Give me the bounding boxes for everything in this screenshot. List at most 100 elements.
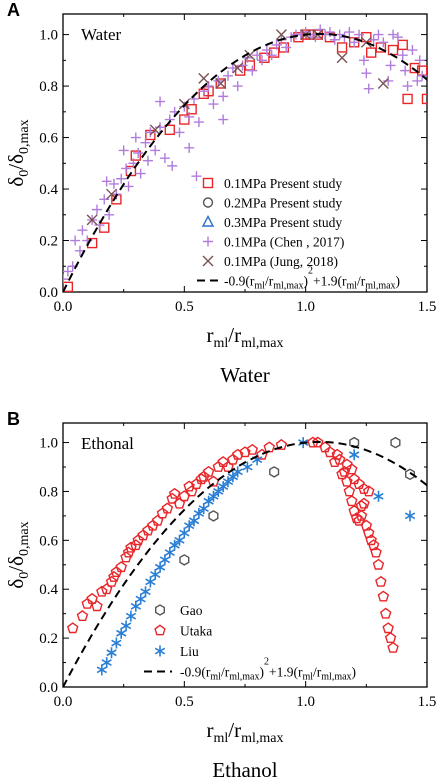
data-point bbox=[349, 436, 360, 449]
data-point bbox=[174, 534, 185, 546]
data-point bbox=[203, 495, 214, 507]
data-point bbox=[186, 104, 197, 115]
data-point bbox=[404, 510, 416, 522]
data-point bbox=[363, 83, 374, 94]
series-plus bbox=[63, 24, 427, 285]
y-tick-label: 0.8 bbox=[39, 79, 58, 95]
data-point bbox=[125, 541, 137, 553]
y-tick-label: 0.8 bbox=[39, 484, 58, 500]
data-point bbox=[414, 55, 425, 66]
data-point bbox=[108, 178, 119, 189]
data-point bbox=[378, 37, 389, 48]
legend-marker-pentagon bbox=[154, 624, 166, 636]
data-point bbox=[358, 55, 369, 66]
data-point bbox=[344, 27, 355, 38]
data-point bbox=[341, 475, 353, 487]
x-axis-title-sub2: ml,max bbox=[241, 731, 283, 746]
y-tick-label: 0.2 bbox=[39, 631, 58, 647]
data-point bbox=[106, 647, 117, 659]
data-point bbox=[349, 449, 360, 461]
data-point bbox=[130, 132, 141, 143]
y-tick-label: 0.4 bbox=[39, 582, 58, 598]
data-point bbox=[135, 593, 146, 605]
legend-label: 0.1MPa (Chen , 2017) bbox=[224, 235, 344, 250]
data-point bbox=[76, 610, 89, 621]
plot-area bbox=[63, 436, 427, 687]
data-point bbox=[232, 62, 244, 74]
data-point bbox=[397, 50, 408, 61]
data-point bbox=[91, 600, 103, 612]
data-point bbox=[405, 468, 415, 481]
data-point bbox=[252, 50, 263, 61]
data-point bbox=[365, 534, 377, 546]
x-axis-title: rml/rml,max bbox=[207, 718, 284, 746]
y-axis-title-sub2: 0,max bbox=[17, 119, 32, 154]
inset-title: Water bbox=[81, 25, 121, 44]
data-point bbox=[349, 37, 360, 48]
data-point bbox=[338, 465, 351, 477]
data-point bbox=[146, 519, 159, 531]
legend-label: Gao bbox=[180, 603, 203, 618]
data-point bbox=[388, 29, 399, 40]
data-point bbox=[120, 620, 132, 632]
data-point bbox=[382, 622, 394, 634]
data-point bbox=[77, 225, 88, 236]
data-point bbox=[130, 150, 142, 161]
data-point bbox=[345, 495, 358, 507]
x-tick-label: 0.5 bbox=[175, 299, 194, 315]
data-point bbox=[99, 194, 110, 205]
legend-label: Utaka bbox=[180, 624, 212, 639]
data-point bbox=[159, 153, 170, 164]
series-square bbox=[63, 29, 427, 292]
plot-area bbox=[63, 24, 427, 292]
data-point bbox=[307, 436, 319, 448]
data-point bbox=[218, 114, 229, 125]
x-axis-title-sub: ml bbox=[214, 731, 229, 746]
legend-marker-circle bbox=[202, 197, 214, 208]
data-point bbox=[100, 583, 113, 595]
y-axis-title-sub: 0 bbox=[17, 572, 32, 579]
data-point bbox=[154, 561, 166, 573]
data-point bbox=[202, 465, 215, 477]
data-point bbox=[198, 72, 210, 84]
data-point bbox=[261, 45, 272, 56]
legend-label: 0.1MPa (Jung, 2018) bbox=[224, 254, 338, 269]
data-point bbox=[156, 507, 169, 519]
panel-a-chart: A 0.0 0.5 1.0 1.5 0.0 0.2 0.4 0.6 0.8 1.0 Water δ0/δ… bbox=[4, 0, 436, 387]
data-point bbox=[397, 39, 408, 51]
data-point bbox=[368, 34, 379, 45]
data-point bbox=[86, 592, 98, 604]
y-tick-label: 1.0 bbox=[39, 436, 58, 452]
data-point bbox=[379, 607, 392, 619]
data-point bbox=[232, 81, 243, 92]
data-point bbox=[373, 29, 384, 40]
series-x bbox=[86, 29, 389, 226]
data-point bbox=[385, 60, 396, 71]
data-point bbox=[336, 42, 348, 53]
x-axis-title: rml/rml,max bbox=[207, 323, 284, 351]
x-tick-label: 1.0 bbox=[296, 694, 315, 710]
data-point bbox=[360, 36, 372, 48]
x-axis-title-sub: ml bbox=[214, 336, 229, 351]
x-axis-title-main: r bbox=[207, 718, 214, 742]
data-point bbox=[232, 466, 243, 478]
data-point bbox=[104, 209, 115, 220]
data-point bbox=[188, 515, 200, 527]
data-point bbox=[400, 65, 411, 76]
y-axis-title-slash: /δ bbox=[4, 154, 28, 170]
data-point bbox=[115, 561, 128, 573]
data-point bbox=[237, 60, 248, 71]
data-point bbox=[227, 471, 239, 483]
data-point bbox=[173, 497, 186, 509]
data-point bbox=[140, 137, 151, 148]
data-point bbox=[383, 75, 394, 86]
data-point bbox=[184, 111, 195, 122]
data-point bbox=[159, 554, 171, 566]
data-point bbox=[336, 468, 348, 480]
data-point bbox=[195, 473, 208, 485]
data-point bbox=[155, 122, 166, 133]
data-point bbox=[365, 47, 377, 58]
data-point bbox=[328, 456, 341, 467]
data-point bbox=[208, 99, 219, 110]
